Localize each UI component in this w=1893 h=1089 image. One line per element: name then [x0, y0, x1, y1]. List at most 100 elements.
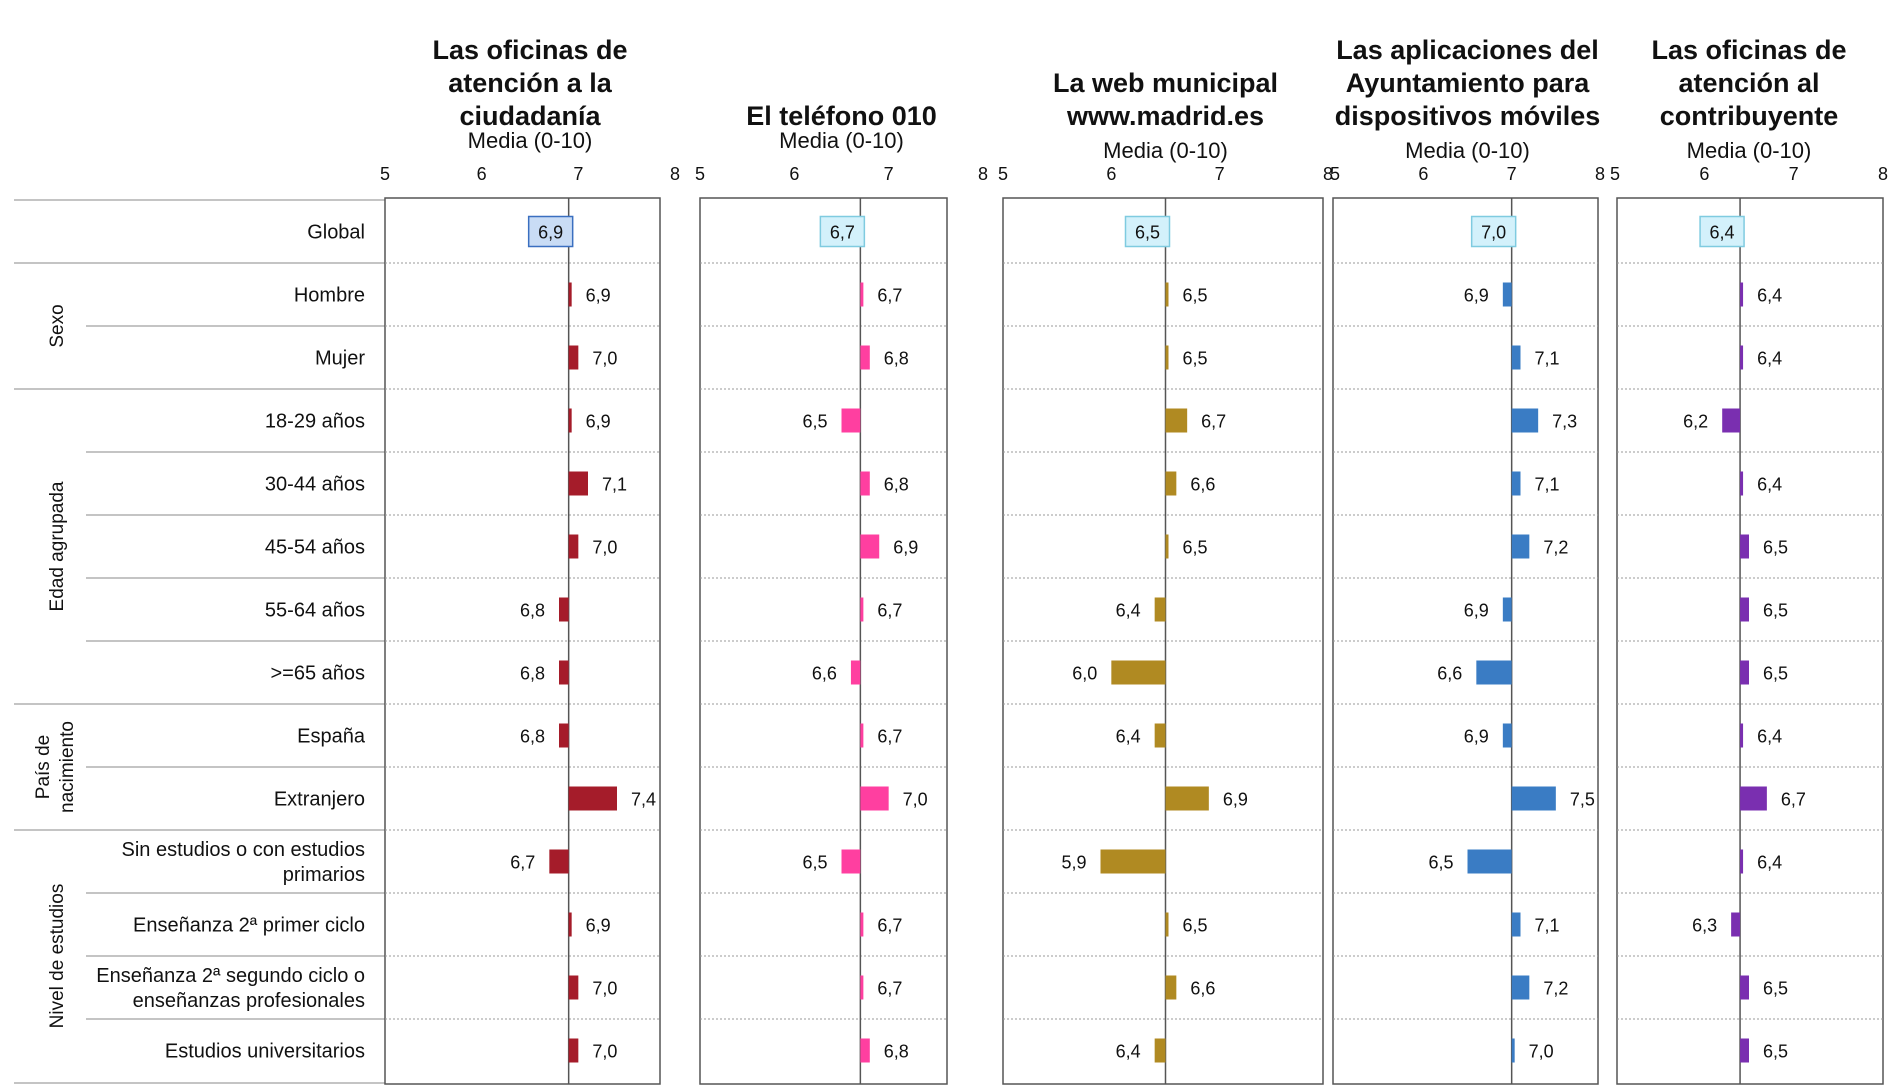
global-value-label: 6,4 [1710, 223, 1735, 243]
tick-label: 8 [1878, 164, 1888, 184]
tick-label: 7 [884, 164, 894, 184]
value-label: 7,0 [903, 790, 928, 810]
row-label: 55-64 años [265, 600, 365, 622]
value-label: 7,0 [592, 979, 617, 999]
tick-label: 8 [1323, 164, 1333, 184]
group-label: País de [33, 735, 54, 799]
panel-title: Ayuntamiento para [1346, 68, 1591, 98]
value-label: 6,7 [1201, 412, 1226, 432]
value-label: 7,0 [1529, 1042, 1554, 1062]
row-label: primarios [283, 864, 365, 886]
global-value-label: 6,5 [1135, 223, 1160, 243]
global-value-label: 6,7 [830, 223, 855, 243]
axis-label: Media (0-10) [779, 128, 904, 153]
value-label: 6,9 [1464, 286, 1489, 306]
value-label: 6,8 [520, 601, 545, 621]
value-label: 7,2 [1543, 538, 1568, 558]
panel-title: Las oficinas de [432, 35, 627, 65]
bar [1502, 597, 1512, 622]
tick-label: 8 [670, 164, 680, 184]
tick-label: 5 [1610, 164, 1620, 184]
panel-title: La web municipal [1053, 68, 1278, 98]
panel-title: contribuyente [1660, 101, 1839, 131]
row-label: Estudios universitarios [165, 1041, 365, 1063]
value-label: 6,6 [1190, 979, 1215, 999]
bar [1165, 282, 1169, 307]
value-label: 6,6 [812, 664, 837, 684]
value-label: 6,5 [802, 853, 827, 873]
bar [568, 912, 572, 937]
value-label: 6,5 [1183, 916, 1208, 936]
value-label: 6,4 [1116, 727, 1141, 747]
bar [559, 597, 569, 622]
bar [1100, 849, 1166, 874]
bar [841, 849, 861, 874]
value-label: 6,9 [1223, 790, 1248, 810]
bar [1740, 975, 1749, 1000]
value-label: 6,5 [1183, 538, 1208, 558]
bar [568, 975, 579, 1000]
value-label: 6,5 [1763, 601, 1788, 621]
value-label: 6,4 [1757, 349, 1782, 369]
value-label: 6,7 [877, 979, 902, 999]
value-label: 7,1 [602, 475, 627, 495]
tick-label: 5 [380, 164, 390, 184]
value-label: 6,3 [1692, 916, 1717, 936]
group-label: Sexo [47, 304, 68, 347]
bar [1740, 597, 1749, 622]
value-label: 6,2 [1683, 412, 1708, 432]
bar [1476, 660, 1512, 685]
bar [860, 975, 864, 1000]
axis-label: Media (0-10) [1687, 138, 1812, 163]
tick-label: 7 [573, 164, 583, 184]
bar [568, 786, 617, 811]
global-badge [819, 215, 866, 248]
axis-label: Media (0-10) [468, 128, 593, 153]
bar [568, 471, 588, 496]
value-label: 7,5 [1570, 790, 1595, 810]
row-label: Extranjero [274, 789, 365, 811]
value-label: 7,3 [1552, 412, 1577, 432]
panel-title: El teléfono 010 [746, 101, 937, 131]
value-label: 6,5 [1183, 349, 1208, 369]
tick-label: 5 [1330, 164, 1340, 184]
row-label: Enseñanza 2ª segundo ciclo o [96, 965, 365, 987]
global-badge [1699, 215, 1745, 248]
bar [568, 282, 572, 307]
tick-label: 7 [1215, 164, 1225, 184]
value-label: 6,7 [510, 853, 535, 873]
global-value-label: 7,0 [1481, 223, 1506, 243]
panel-title: dispositivos móviles [1335, 101, 1601, 131]
bar [1740, 471, 1744, 496]
tick-label: 6 [1699, 164, 1709, 184]
value-label: 6,9 [1464, 601, 1489, 621]
value-label: 7,2 [1543, 979, 1568, 999]
bar [1511, 912, 1521, 937]
bar [860, 786, 889, 811]
value-label: 7,1 [1535, 916, 1560, 936]
bar [568, 534, 579, 559]
row-label: España [297, 726, 366, 748]
value-label: 6,5 [1428, 853, 1453, 873]
bar [1165, 471, 1177, 496]
bar [1165, 534, 1169, 559]
value-label: 6,8 [520, 727, 545, 747]
row-label: Global [307, 222, 365, 244]
group-label: Edad agrupada [47, 481, 68, 611]
bar [1740, 534, 1749, 559]
row-label: Hombre [294, 285, 365, 307]
bar [1740, 1038, 1749, 1063]
bar [1511, 975, 1530, 1000]
value-label: 6,4 [1757, 286, 1782, 306]
bar [1165, 975, 1177, 1000]
group-label: Nivel de estudios [47, 884, 68, 1029]
value-label: 6,9 [893, 538, 918, 558]
value-label: 6,8 [884, 1042, 909, 1062]
bar [1502, 723, 1512, 748]
bar [1511, 1038, 1515, 1063]
bar [1111, 660, 1166, 685]
bar [1740, 345, 1744, 370]
bar [1154, 597, 1166, 622]
bar [860, 345, 870, 370]
value-label: 6,8 [884, 349, 909, 369]
